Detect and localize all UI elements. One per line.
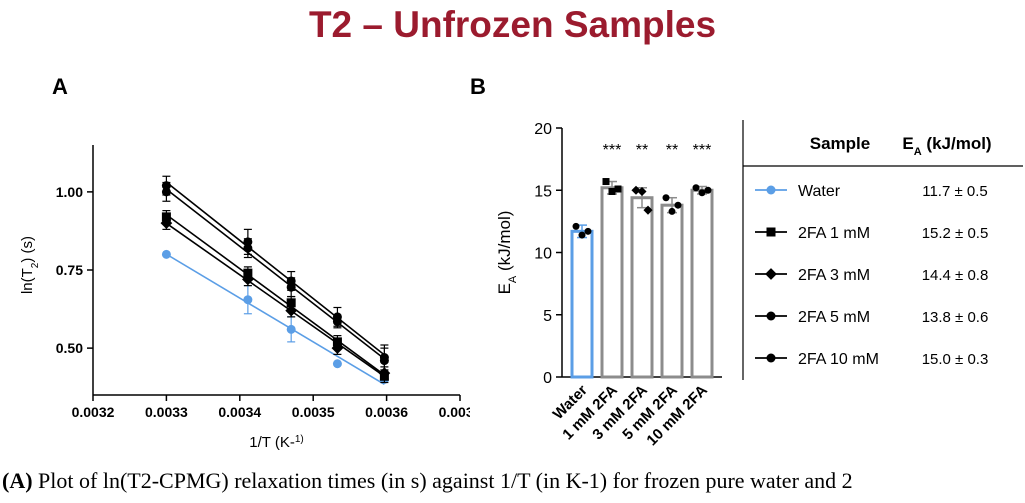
fit-line-3 xyxy=(165,188,385,360)
y-tick-label: 0 xyxy=(543,370,552,387)
replicate-point xyxy=(662,194,670,202)
data-point xyxy=(331,342,344,354)
bar xyxy=(690,188,714,379)
fit-line-1 xyxy=(165,214,385,376)
replicate-point xyxy=(602,178,610,186)
bar xyxy=(630,196,654,379)
replicate-point xyxy=(614,185,622,193)
activation-energy-table: Sample EA (kJ/mol) Water 11.7 ± 0.5 2FA 1 mM… xyxy=(742,120,1023,380)
y-tick-label: 10 xyxy=(534,246,552,263)
replicate-point xyxy=(692,184,700,192)
x-tick-label: 0.0037 xyxy=(439,404,470,420)
legend-marker xyxy=(765,268,777,280)
y-axis-label: ln(T2) (s) xyxy=(19,236,41,294)
fit-line-0 xyxy=(165,253,385,386)
bar xyxy=(660,203,684,379)
table-row-sample: Water xyxy=(798,183,841,200)
figure-caption: (A) Plot of ln(T2-CPMG) relaxation times… xyxy=(2,468,1025,494)
data-point xyxy=(332,359,342,369)
x-tick-label: 0.0035 xyxy=(292,404,335,420)
replicate-point xyxy=(674,201,682,209)
y-tick-label: 5 xyxy=(543,308,552,325)
replicate-point xyxy=(668,207,676,215)
y-tick-label: 1.00 xyxy=(56,184,83,200)
caption-text: Plot of ln(T2-CPMG) relaxation times (in… xyxy=(32,468,853,493)
panel-a-label: A xyxy=(52,74,68,99)
replicate-point xyxy=(572,222,580,230)
panel-b-label: B xyxy=(470,74,486,99)
data-point xyxy=(332,312,342,322)
data-point xyxy=(286,298,296,308)
replicate-point xyxy=(704,186,712,194)
table-header-sample: Sample xyxy=(810,134,870,153)
data-point xyxy=(286,324,296,334)
legend-marker xyxy=(766,353,776,363)
replicate-point xyxy=(578,231,586,239)
data-point xyxy=(243,295,253,305)
legend-marker xyxy=(766,185,776,195)
page-title: T2 – Unfrozen Samples xyxy=(308,4,717,45)
panel-a-scatter-chart: 0.0032 0.0033 0.0034 0.0035 0.0036 0.0037 0.50… xyxy=(19,145,470,452)
legend-marker xyxy=(766,227,776,237)
table-row-sample: 2FA 5 mM xyxy=(798,309,870,326)
y-tick-label: 0.50 xyxy=(56,340,83,356)
table-row-value: 15.2 ± 0.5 xyxy=(922,225,989,242)
table-row-value: 14.4 ± 0.8 xyxy=(922,267,989,284)
table-row-sample: 2FA 1 mM xyxy=(798,225,870,242)
y-tick-label: 20 xyxy=(534,121,552,138)
data-point xyxy=(160,217,173,229)
data-point xyxy=(243,237,253,247)
x-tick-label: 0.0034 xyxy=(218,404,261,420)
y-tick-label: 15 xyxy=(534,183,552,200)
significance-label: *** xyxy=(603,142,622,159)
x-tick-label: 0.0032 xyxy=(72,404,115,420)
fit-line-4 xyxy=(165,181,385,356)
y-axis-label: EA (kJ/mol) xyxy=(495,211,519,295)
fit-line-2 xyxy=(165,222,385,377)
significance-label: *** xyxy=(693,142,712,159)
data-point xyxy=(285,304,298,317)
significance-label: ** xyxy=(666,142,678,159)
caption-label: (A) xyxy=(2,468,33,493)
table-header-energy: EA (kJ/mol) xyxy=(902,134,991,158)
replicate-point xyxy=(608,187,616,195)
table-row-value: 13.8 ± 0.6 xyxy=(922,309,989,326)
data-point xyxy=(161,249,171,259)
table-row-sample: 2FA 3 mM xyxy=(798,267,870,284)
legend-marker xyxy=(766,311,776,321)
table-row-value: 15.0 ± 0.3 xyxy=(922,351,989,368)
x-tick-label: 0.0033 xyxy=(145,404,188,420)
x-tick-label: 0.0036 xyxy=(365,404,408,420)
replicate-point xyxy=(698,189,706,197)
data-point xyxy=(161,181,171,191)
bar xyxy=(600,186,624,379)
data-point xyxy=(242,273,254,286)
bar xyxy=(570,229,594,379)
x-axis-label: 1/T (K-1) xyxy=(249,434,303,452)
table-row-sample: 2FA 10 mM xyxy=(798,351,879,368)
table-row-value: 11.7 ± 0.5 xyxy=(922,183,988,200)
data-point xyxy=(379,353,389,362)
data-point xyxy=(286,276,296,286)
y-tick-label: 0.75 xyxy=(56,262,83,278)
significance-label: ** xyxy=(636,142,648,159)
replicate-point xyxy=(584,227,592,235)
